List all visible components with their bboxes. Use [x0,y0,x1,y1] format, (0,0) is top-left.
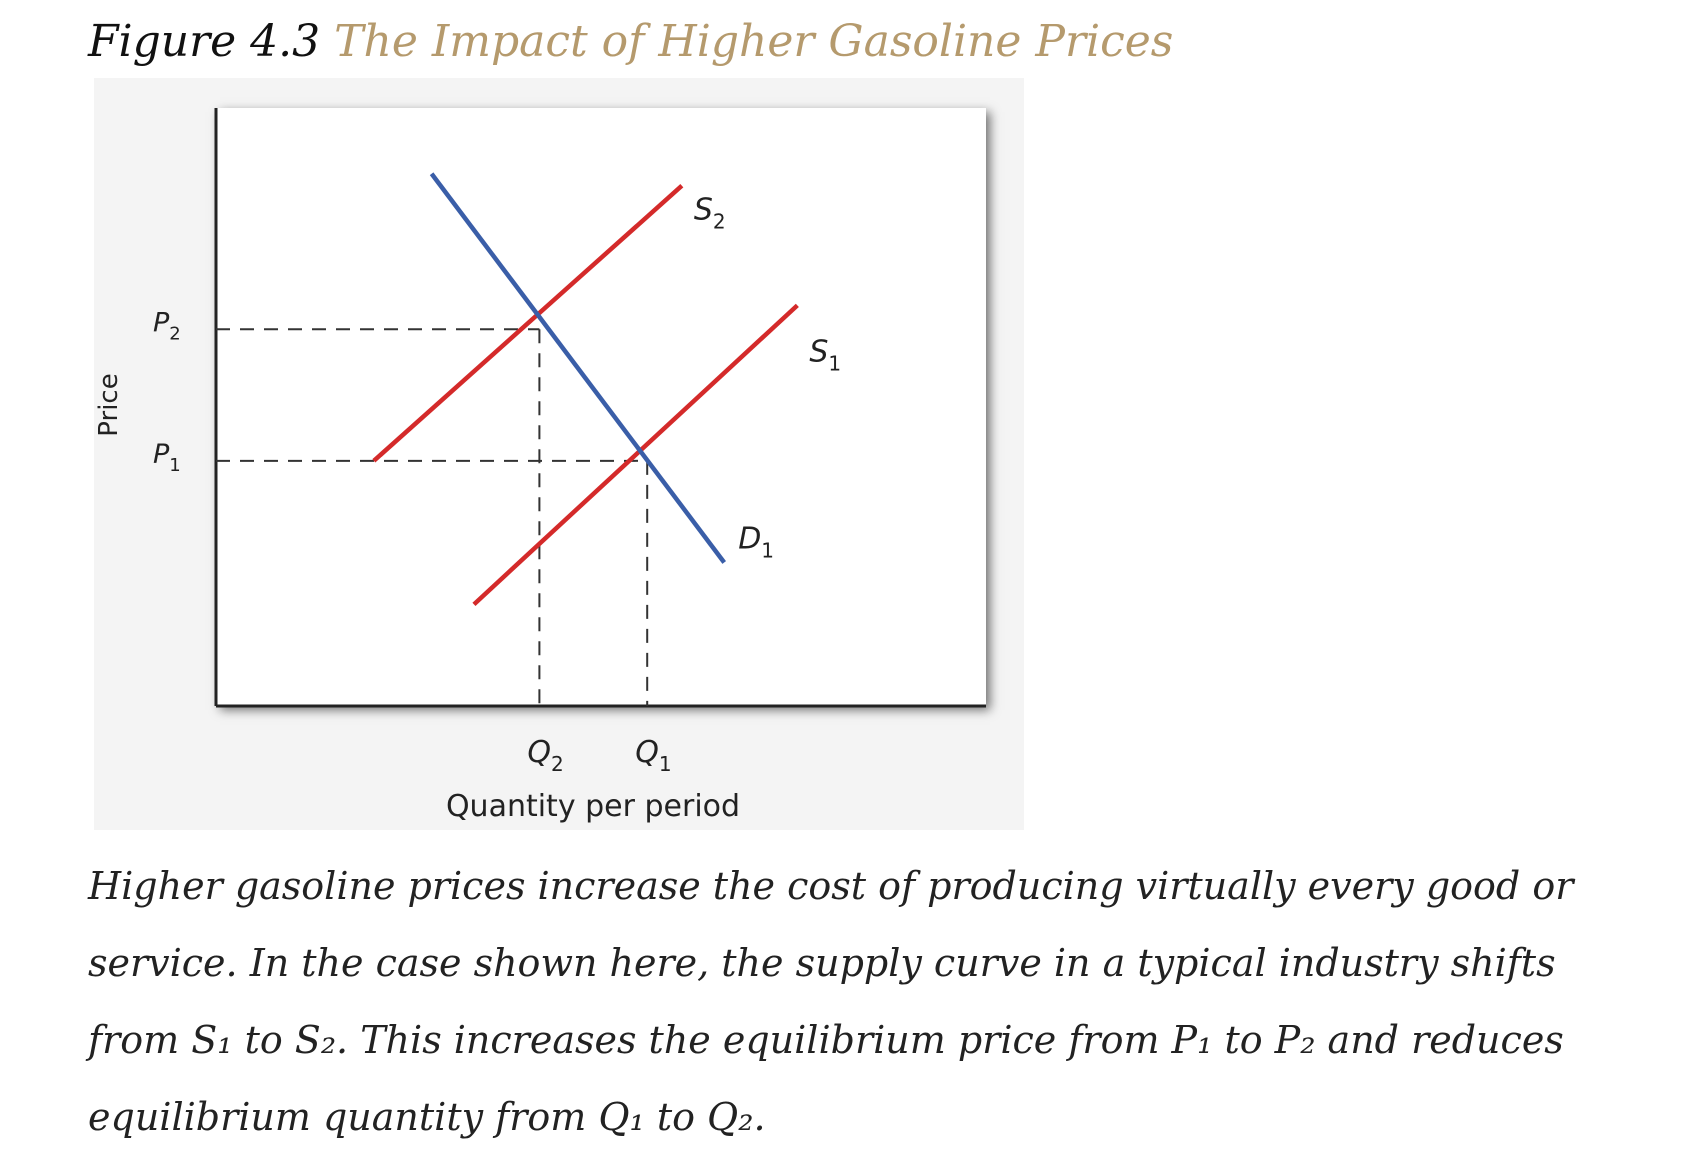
curve-label-D1: D1 [738,521,774,562]
supply-curve-S1 [472,303,799,606]
figure-number: Figure 4.3 [88,16,321,67]
x-tick-label-Q2: Q2 [527,735,563,776]
y-axis-label: Price [94,373,124,436]
figure-heading: Figure 4.3 The Impact of Higher Gasoline… [88,8,1173,76]
curve-label-S1: S1 [809,334,841,375]
demand-curve-D1 [429,172,726,564]
y-tick-label-P1: P1 [153,439,181,476]
figure-title: The Impact of Higher Gasoline Prices [334,16,1174,67]
supply-curve-S2 [372,184,684,463]
curve-label-S2: S2 [694,193,726,234]
x-axis-label: Quantity per period [446,789,740,824]
y-tick-label-P2: P2 [153,307,181,344]
plot-area [216,108,986,706]
x-tick-label-Q1: Q1 [635,735,671,776]
figure-caption: Higher gasoline prices increase the cost… [88,864,1574,1139]
